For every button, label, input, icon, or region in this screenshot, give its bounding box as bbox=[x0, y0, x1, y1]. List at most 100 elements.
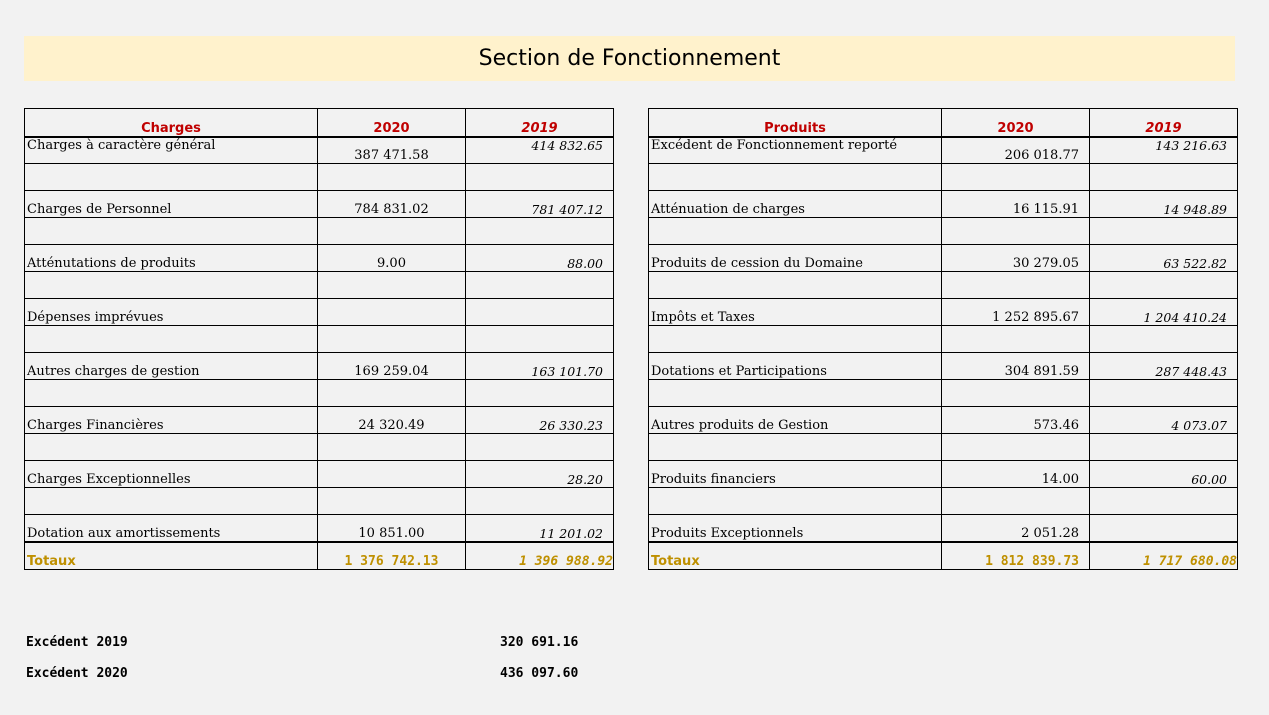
table-row bbox=[24, 271, 614, 299]
row-value-2020: 10 851.00 bbox=[317, 514, 466, 542]
row-label: Charges Financières bbox=[24, 406, 318, 434]
excedent-2020-label: Excédent 2020 bbox=[26, 666, 128, 681]
produits-totals-label: Totaux bbox=[648, 540, 942, 570]
table-row: Dépenses imprévues bbox=[24, 298, 614, 326]
row-label bbox=[648, 217, 942, 245]
row-value-2019 bbox=[465, 325, 614, 353]
row-label: Produits Exceptionnels bbox=[648, 514, 942, 542]
charges-totals-label: Totaux bbox=[24, 540, 318, 570]
excedent-2020: Excédent 2020 436 097.60 bbox=[26, 666, 578, 681]
row-value-2020: 2 051.28 bbox=[941, 514, 1090, 542]
table-row bbox=[24, 217, 614, 245]
row-label bbox=[24, 271, 318, 299]
table-row: Produits Exceptionnels 2 051.28 bbox=[648, 514, 1238, 542]
row-label bbox=[24, 433, 318, 461]
row-label bbox=[648, 433, 942, 461]
row-value-2019 bbox=[1089, 163, 1238, 191]
row-value-2020 bbox=[317, 271, 466, 299]
row-value-2019: 414 832.65 bbox=[465, 136, 614, 164]
row-label: Autres charges de gestion bbox=[24, 352, 318, 380]
table-row bbox=[648, 487, 1238, 515]
charges-totals-2020: 1 376 742.13 bbox=[317, 540, 466, 570]
row-value-2020 bbox=[941, 163, 1090, 191]
row-label: Produits financiers bbox=[648, 460, 942, 488]
charges-header-label: Charges bbox=[24, 108, 318, 138]
row-value-2019: 28.20 bbox=[465, 460, 614, 488]
row-value-2019: 781 407.12 bbox=[465, 190, 614, 218]
table-row: Produits financiers 14.00 60.00 bbox=[648, 460, 1238, 488]
produits-totals-2019: 1 717 680.08 bbox=[1089, 540, 1238, 570]
row-value-2020: 206 018.77 bbox=[941, 136, 1090, 164]
row-value-2020 bbox=[941, 271, 1090, 299]
row-label bbox=[648, 487, 942, 515]
table-row: Charges de Personnel 784 831.02 781 407.12 bbox=[24, 190, 614, 218]
row-value-2019 bbox=[1089, 514, 1238, 542]
row-value-2019: 4 073.07 bbox=[1089, 406, 1238, 434]
row-value-2019 bbox=[465, 298, 614, 326]
row-value-2019: 26 330.23 bbox=[465, 406, 614, 434]
row-value-2019 bbox=[1089, 379, 1238, 407]
table-row: Charges Exceptionnelles 28.20 bbox=[24, 460, 614, 488]
row-label bbox=[24, 163, 318, 191]
charges-header-2020: 2020 bbox=[317, 108, 466, 138]
row-value-2020: 169 259.04 bbox=[317, 352, 466, 380]
row-value-2019 bbox=[465, 433, 614, 461]
charges-header-row: Charges 2020 2019 bbox=[24, 108, 614, 138]
row-label: Charges de Personnel bbox=[24, 190, 318, 218]
row-label bbox=[648, 271, 942, 299]
row-value-2019 bbox=[1089, 271, 1238, 299]
row-value-2020 bbox=[941, 325, 1090, 353]
row-value-2019: 287 448.43 bbox=[1089, 352, 1238, 380]
table-row: Impôts et Taxes 1 252 895.67 1 204 410.24 bbox=[648, 298, 1238, 326]
row-value-2020 bbox=[941, 379, 1090, 407]
row-value-2020: 1 252 895.67 bbox=[941, 298, 1090, 326]
table-row bbox=[24, 433, 614, 461]
row-value-2020: 24 320.49 bbox=[317, 406, 466, 434]
row-value-2019: 60.00 bbox=[1089, 460, 1238, 488]
charges-totals-2019: 1 396 988.92 bbox=[465, 540, 614, 570]
row-value-2020 bbox=[941, 217, 1090, 245]
table-row: Produits de cession du Domaine 30 279.05 6… bbox=[648, 244, 1238, 272]
excedent-2019: Excédent 2019 320 691.16 bbox=[26, 635, 578, 650]
charges-totals-row: Totaux 1 376 742.13 1 396 988.92 bbox=[24, 540, 614, 570]
table-row: Dotation aux amortissements 10 851.00 11 2… bbox=[24, 514, 614, 542]
row-value-2020: 14.00 bbox=[941, 460, 1090, 488]
table-row bbox=[648, 217, 1238, 245]
row-label: Excédent de Fonctionnement reporté bbox=[648, 136, 942, 164]
row-label: Charges à caractère général bbox=[24, 136, 318, 164]
row-value-2020 bbox=[317, 460, 466, 488]
row-value-2020 bbox=[317, 487, 466, 515]
table-row bbox=[648, 433, 1238, 461]
table-row bbox=[24, 379, 614, 407]
excedent-2020-value: 436 097.60 bbox=[500, 666, 579, 681]
produits-header-label: Produits bbox=[648, 108, 942, 138]
row-value-2019 bbox=[1089, 433, 1238, 461]
row-label: Impôts et Taxes bbox=[648, 298, 942, 326]
row-value-2019 bbox=[1089, 487, 1238, 515]
row-label: Dépenses imprévues bbox=[24, 298, 318, 326]
charges-body: Charges à caractère général 387 471.58 414… bbox=[24, 136, 614, 542]
row-label bbox=[24, 487, 318, 515]
row-value-2020: 16 115.91 bbox=[941, 190, 1090, 218]
section-title: Section de Fonctionnement bbox=[24, 36, 1235, 81]
row-value-2019 bbox=[465, 487, 614, 515]
row-label bbox=[648, 379, 942, 407]
produits-header-2019: 2019 bbox=[1089, 108, 1238, 138]
row-value-2020 bbox=[317, 379, 466, 407]
table-row: Charges Financières 24 320.49 26 330.23 bbox=[24, 406, 614, 434]
produits-body: Excédent de Fonctionnement reporté 206 01… bbox=[648, 136, 1238, 542]
row-value-2019: 14 948.89 bbox=[1089, 190, 1238, 218]
row-value-2019 bbox=[465, 379, 614, 407]
row-value-2019 bbox=[465, 217, 614, 245]
row-label: Autres produits de Gestion bbox=[648, 406, 942, 434]
row-value-2020 bbox=[317, 433, 466, 461]
row-value-2020: 784 831.02 bbox=[317, 190, 466, 218]
row-label: Dotations et Participations bbox=[648, 352, 942, 380]
excedent-2019-label: Excédent 2019 bbox=[26, 635, 128, 650]
row-value-2019: 88.00 bbox=[465, 244, 614, 272]
produits-totals-2020: 1 812 839.73 bbox=[941, 540, 1090, 570]
charges-table: Charges 2020 2019 Charges à caractère gé… bbox=[24, 108, 614, 570]
produits-totals-row: Totaux 1 812 839.73 1 717 680.08 bbox=[648, 540, 1238, 570]
row-label: Charges Exceptionnelles bbox=[24, 460, 318, 488]
charges-header-2019: 2019 bbox=[465, 108, 614, 138]
